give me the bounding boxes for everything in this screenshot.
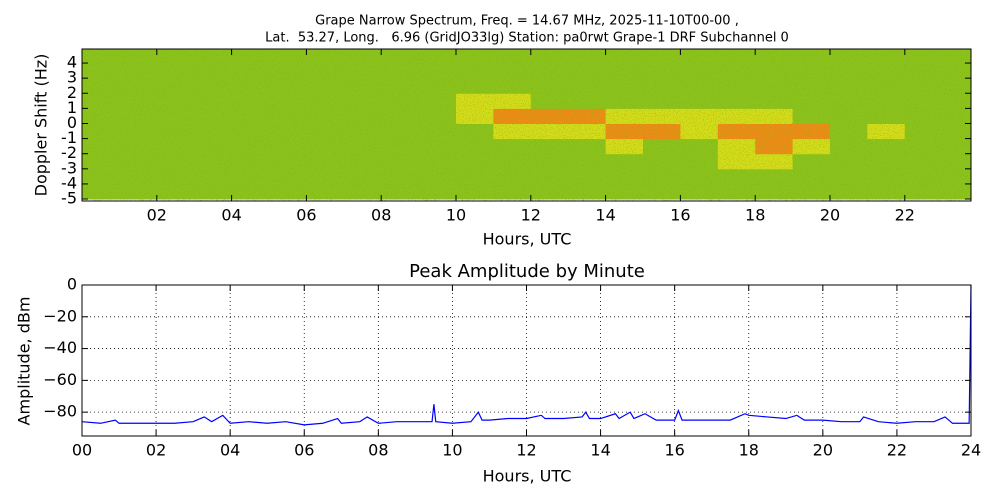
y-tick-label: 0	[67, 275, 77, 294]
x-tick-label: 10	[446, 206, 466, 225]
x-tick-label: 22	[887, 441, 907, 460]
x-tick-label: 10	[442, 441, 462, 460]
chart-title: Lat. 53.27, Long. 6.96 (GridJO33lg) Stat…	[265, 31, 789, 46]
x-tick-label: 08	[368, 441, 388, 460]
x-tick-label: 20	[820, 206, 840, 225]
x-tick-label: 12	[521, 206, 541, 225]
line	[81, 284, 972, 426]
y-tick-label: −20	[43, 306, 77, 325]
x-tick-label: 24	[961, 441, 981, 460]
chart-title: Peak Amplitude by Minute	[409, 261, 645, 282]
x-tick-label: 12	[516, 441, 536, 460]
x-tick-label: 06	[296, 206, 316, 225]
y-tick-label: 1	[67, 98, 77, 117]
y-tick-label: 3	[67, 68, 77, 87]
x-tick-label: 14	[595, 206, 615, 225]
x-tick-label: 18	[739, 441, 759, 460]
heatmap	[82, 49, 971, 201]
y-tick-label: 4	[67, 53, 77, 72]
x-tick-label: 06	[294, 441, 314, 460]
noise-texture	[82, 49, 971, 201]
y-tick-label: −60	[43, 370, 77, 389]
x-tick-label: 02	[147, 206, 167, 225]
x-tick-label: 08	[371, 206, 391, 225]
y-tick-label: -2	[61, 143, 77, 162]
y-tick-label: 2	[67, 83, 77, 102]
x-tick-label: 22	[895, 206, 915, 225]
x-tick-label: 02	[146, 441, 166, 460]
y-tick-label: -5	[61, 189, 77, 208]
x-tick-label: 20	[813, 441, 833, 460]
x-axis-label: Hours, UTC	[483, 230, 572, 249]
x-tick-label: 04	[220, 441, 240, 460]
x-tick-label: 04	[221, 206, 241, 225]
x-tick-label: 00	[72, 441, 92, 460]
y-tick-label: -1	[61, 128, 77, 147]
x-tick-label: 16	[664, 441, 684, 460]
y-tick-label: -4	[61, 173, 77, 192]
y-axis-label: Doppler Shift (Hz)	[32, 54, 51, 197]
y-axis-label: Amplitude, dBm	[15, 297, 34, 426]
x-tick-label: 16	[670, 206, 690, 225]
y-tick-label: −40	[43, 338, 77, 357]
chart-title: Grape Narrow Spectrum, Freq. = 14.67 MHz…	[315, 14, 739, 29]
y-tick-label: -3	[61, 158, 77, 177]
y-tick-label: −80	[43, 402, 77, 421]
x-tick-label: 14	[590, 441, 610, 460]
x-axis-label: Hours, UTC	[483, 467, 572, 486]
y-tick-label: 0	[67, 113, 77, 132]
plot-frame	[81, 48, 972, 202]
x-tick-label: 18	[745, 206, 765, 225]
